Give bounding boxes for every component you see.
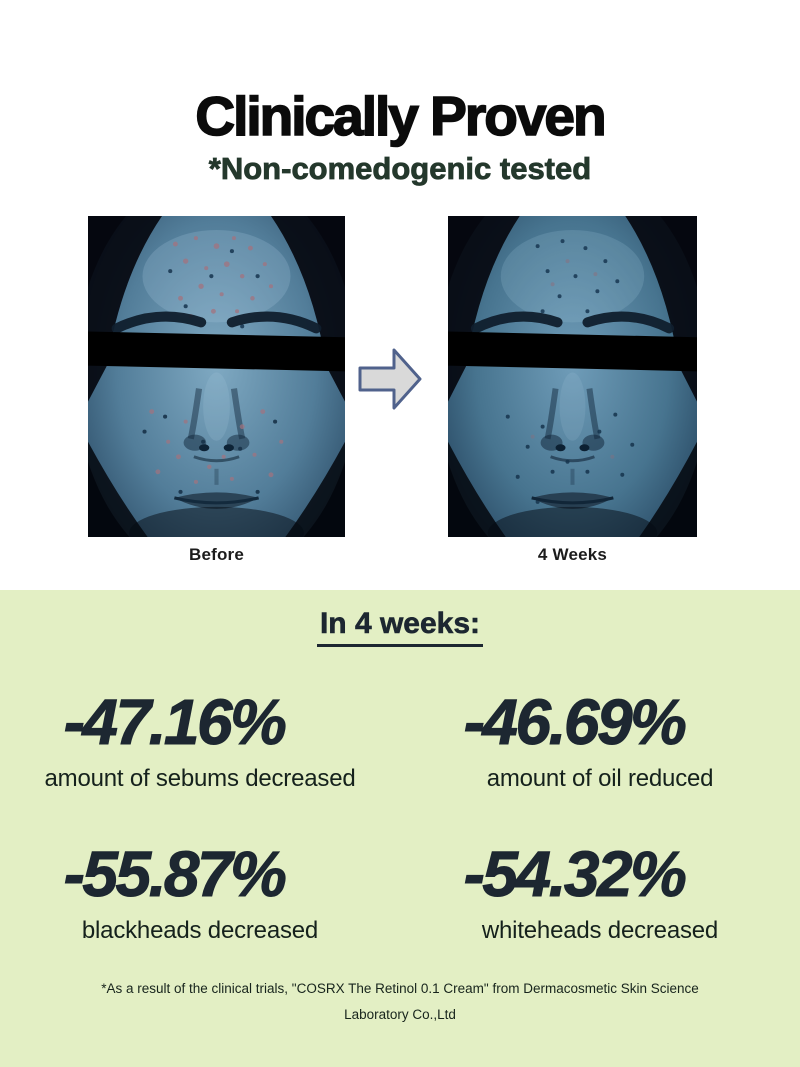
results-heading: In 4 weeks: (0, 607, 800, 647)
before-photo (88, 216, 345, 537)
footnote-line-1: *As a result of the clinical trials, "CO… (101, 981, 699, 996)
censor-bar (88, 331, 345, 372)
stat-row-1: -47.16% amount of sebums decreased -46.6… (0, 690, 800, 793)
after-photo (448, 216, 697, 537)
stat-sebums-value: -47.16% (63, 686, 287, 758)
stat-sebums-label: amount of sebums decreased (44, 765, 356, 792)
right-arrow-icon (357, 343, 423, 415)
stat-blackheads: -55.87% blackheads decreased (0, 842, 400, 945)
stat-sebums: -47.16% amount of sebums decreased (0, 690, 400, 793)
results-section: In 4 weeks: -47.16% amount of sebums dec… (0, 590, 800, 1067)
page-title: Clinically Proven (195, 84, 608, 148)
stat-row-2: -55.87% blackheads decreased -54.32% whi… (0, 842, 800, 945)
stat-blackheads-label: blackheads decreased (81, 917, 319, 944)
stat-oil: -46.69% amount of oil reduced (400, 690, 800, 793)
before-label: Before (188, 545, 245, 564)
stat-oil-value: -46.69% (463, 686, 687, 758)
stat-whiteheads-value: -54.32% (463, 838, 687, 910)
stat-blackheads-value: -55.87% (63, 838, 287, 910)
stat-oil-label: amount of oil reduced (486, 765, 714, 792)
censor-bar (448, 331, 697, 372)
footnote-line-2: Laboratory Co.,Ltd (344, 1007, 456, 1023)
stat-whiteheads-label: whiteheads decreased (481, 917, 719, 944)
uv-face-before-illustration (88, 216, 345, 537)
after-label: 4 Weeks (537, 545, 608, 564)
page-subtitle: *Non-comedogenic tested (208, 151, 592, 187)
footnote: *As a result of the clinical trials, "CO… (50, 976, 750, 1029)
uv-face-after-illustration (448, 216, 697, 537)
stat-whiteheads: -54.32% whiteheads decreased (400, 842, 800, 945)
